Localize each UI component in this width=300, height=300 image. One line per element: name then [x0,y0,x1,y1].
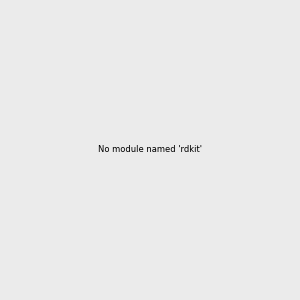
Text: No module named 'rdkit': No module named 'rdkit' [98,146,202,154]
